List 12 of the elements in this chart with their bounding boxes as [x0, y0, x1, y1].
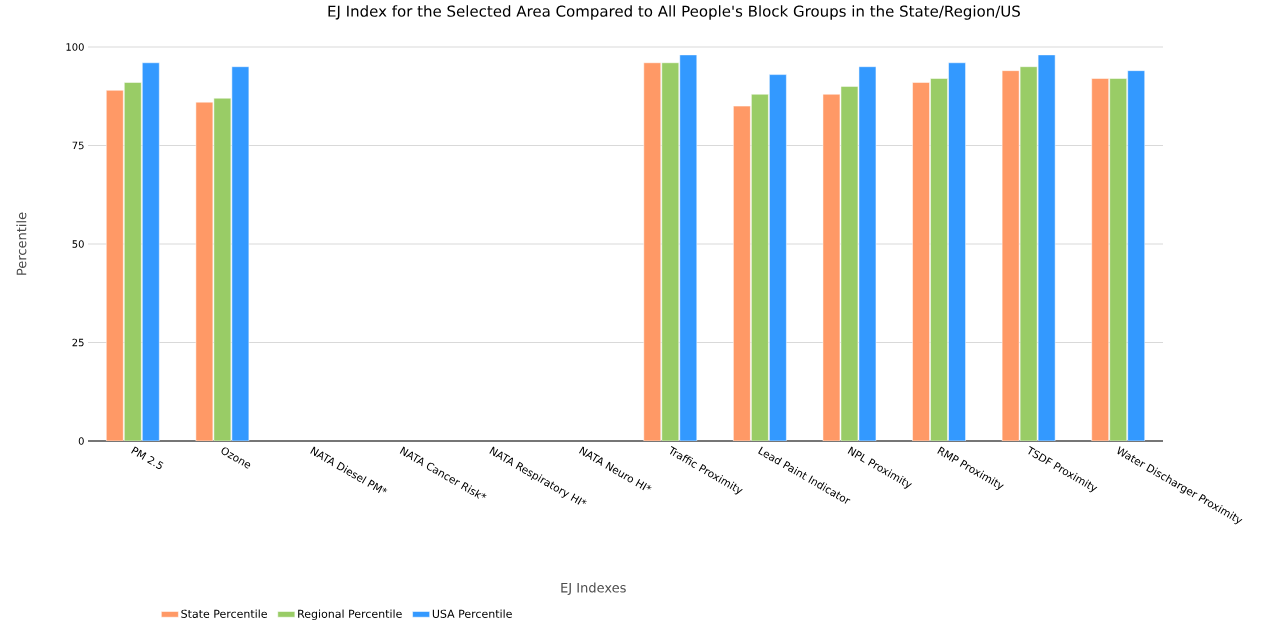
legend-label: State Percentile: [181, 609, 267, 618]
x-tick-label: PM 2.5: [131, 446, 164, 470]
legend-label: USA Percentile: [432, 609, 512, 618]
legend-label: Regional Percentile: [298, 609, 402, 621]
y-tick-label: 25: [72, 338, 84, 347]
y-tick-label: 50: [72, 240, 84, 248]
y-tick-label: 100: [66, 43, 84, 51]
chart-title: EJ Index for the Selected Area Compared to All People's Block Groups in the State/Region/US: [328, 5, 1020, 20]
y-axis-title: Percentile: [16, 212, 27, 275]
y-tick-label: 0: [78, 437, 84, 445]
y-tick-label: 75: [72, 141, 84, 150]
x-axis-title: EJ Indexes: [561, 582, 626, 595]
